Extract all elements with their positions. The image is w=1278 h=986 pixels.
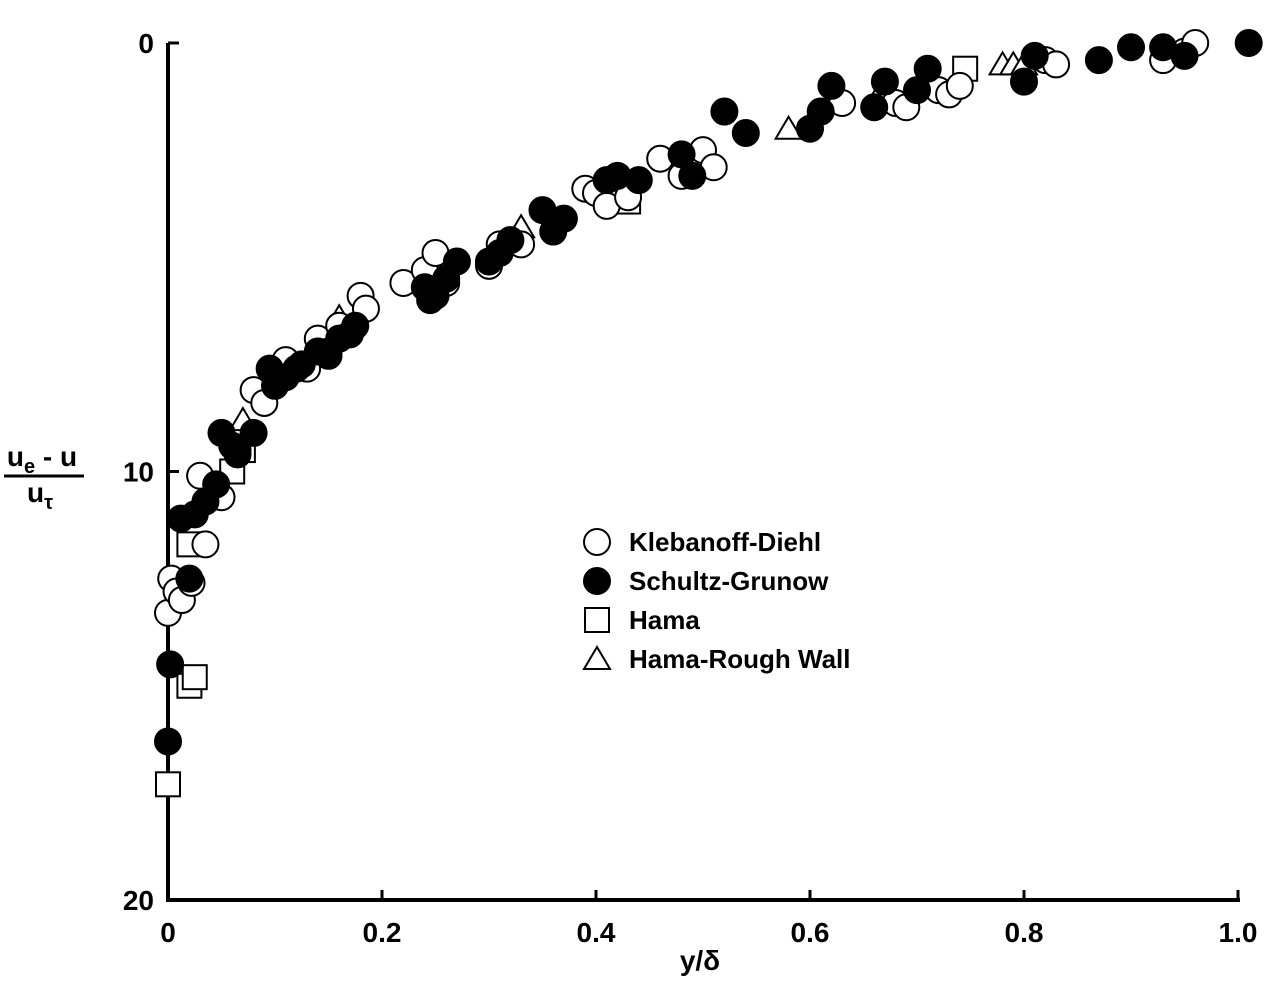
x-tick-label: 0.8 (1005, 917, 1044, 948)
data-point (191, 530, 220, 559)
legend-label: Hama (629, 605, 700, 635)
data-point (913, 54, 942, 83)
data-point (154, 727, 182, 756)
data-point (1010, 67, 1038, 96)
legend-marker (584, 607, 610, 633)
legend-label: Hama-Rough Wall (629, 644, 850, 674)
data-point (223, 440, 252, 469)
x-tick-label: 0.4 (577, 917, 616, 948)
data-point (624, 166, 653, 195)
data-point (870, 67, 899, 96)
series-schultz-grunow (154, 29, 1263, 756)
data-point (1020, 41, 1049, 70)
series-hama (155, 55, 979, 798)
legend-label: Schultz-Grunow (629, 566, 829, 596)
y-axis-label-numerator: ue - u (7, 441, 77, 478)
x-tick-label: 0.6 (791, 917, 830, 948)
data-point (1170, 41, 1199, 70)
x-tick-label: 1.0 (1219, 917, 1258, 948)
data-point (239, 418, 268, 447)
legend: Klebanoff-Diehl Schultz-Grunow Hama Hama-Ro… (582, 527, 850, 674)
y-axis-label: ue - u uτ (4, 441, 84, 514)
data-point (202, 470, 231, 499)
legend-marker (583, 528, 611, 556)
data-point (341, 311, 370, 340)
data-point (773, 114, 804, 140)
x-tick-label: 0.2 (363, 917, 402, 948)
y-tick-label: 10 (123, 457, 154, 488)
x-tick-label: 0 (160, 917, 176, 948)
data-points (154, 29, 1263, 798)
data-point (156, 650, 185, 679)
data-point (860, 93, 889, 122)
x-axis-label: y/δ (680, 945, 720, 976)
data-point (678, 161, 707, 190)
y-tick-label: 20 (123, 885, 154, 916)
data-point (1117, 33, 1145, 62)
y-tick-label: 0 (138, 28, 154, 59)
legend-marker (583, 567, 611, 595)
y-axis-label-denominator: uτ (27, 477, 53, 514)
data-point (1084, 46, 1113, 75)
data-point (1234, 29, 1263, 57)
data-point (710, 97, 739, 126)
legend-label: Klebanoff-Diehl (629, 527, 821, 557)
data-point (806, 97, 835, 126)
data-point (945, 71, 974, 100)
legend-marker (582, 645, 612, 670)
data-point (155, 771, 181, 798)
data-point (442, 247, 471, 276)
data-point (175, 564, 204, 593)
data-point (549, 204, 578, 233)
x-ticks: 0 0.2 0.4 0.6 0.8 1.0 (160, 890, 1257, 948)
data-point (817, 71, 846, 100)
data-point (181, 664, 208, 691)
data-point (496, 226, 525, 255)
y-ticks: 0 10 20 (123, 28, 179, 916)
data-point (731, 118, 760, 147)
